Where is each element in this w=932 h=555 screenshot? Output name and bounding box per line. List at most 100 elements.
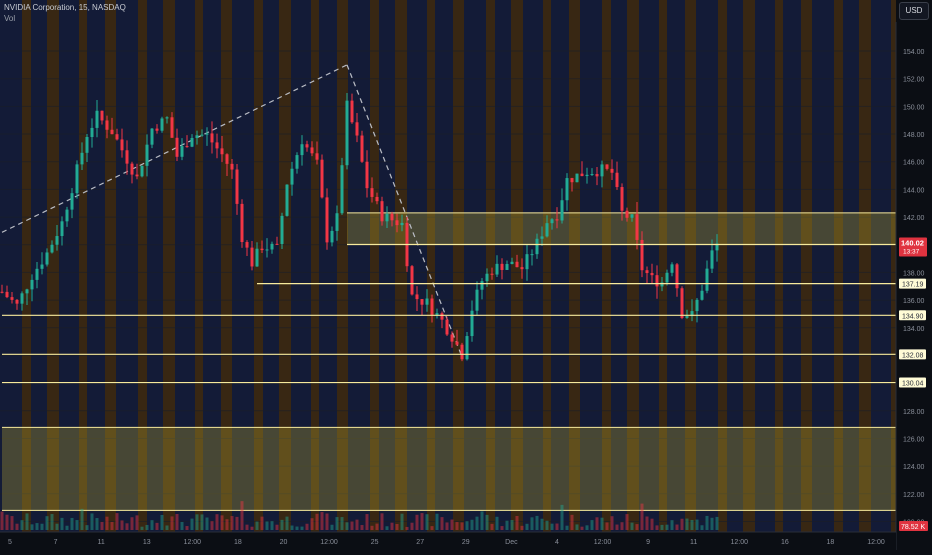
candle-body[interactable] <box>365 161 369 189</box>
candle-body[interactable] <box>155 128 159 131</box>
candle-body[interactable] <box>430 298 434 315</box>
candle-body[interactable] <box>330 230 334 243</box>
candle-body[interactable] <box>35 268 39 280</box>
candle-body[interactable] <box>465 336 469 360</box>
candle-body[interactable] <box>495 263 499 275</box>
candle-body[interactable] <box>150 128 154 145</box>
candle-body[interactable] <box>125 150 129 164</box>
candle-body[interactable] <box>310 147 314 154</box>
candle-body[interactable] <box>585 174 589 177</box>
candle-body[interactable] <box>170 117 174 138</box>
candle-body[interactable] <box>250 247 254 267</box>
candle-body[interactable] <box>175 137 179 157</box>
candle-body[interactable] <box>15 299 19 304</box>
candle-body[interactable] <box>135 174 139 177</box>
candle-body[interactable] <box>100 110 104 121</box>
candle-body[interactable] <box>475 289 479 311</box>
candle-body[interactable] <box>605 164 609 169</box>
candle-body[interactable] <box>470 310 474 337</box>
candle-body[interactable] <box>280 215 284 244</box>
candle-body[interactable] <box>65 209 69 222</box>
candle-body[interactable] <box>690 311 694 317</box>
candle-body[interactable] <box>640 239 644 271</box>
candle-body[interactable] <box>440 313 444 320</box>
candle-body[interactable] <box>645 270 649 274</box>
candle-body[interactable] <box>300 144 304 156</box>
candle-body[interactable] <box>205 133 209 135</box>
candle-body[interactable] <box>370 188 374 197</box>
candle-body[interactable] <box>660 282 664 287</box>
candle-body[interactable] <box>340 165 344 214</box>
candle-body[interactable] <box>265 249 269 251</box>
candle-body[interactable] <box>20 293 24 304</box>
candle-body[interactable] <box>510 261 514 265</box>
candle-body[interactable] <box>395 220 399 226</box>
candle-body[interactable] <box>445 319 449 335</box>
candle-body[interactable] <box>615 172 619 188</box>
candle-body[interactable] <box>435 313 439 315</box>
candle-body[interactable] <box>320 159 324 198</box>
candle-body[interactable] <box>710 250 714 269</box>
candle-body[interactable] <box>485 273 489 282</box>
candle-body[interactable] <box>180 146 184 157</box>
candle-body[interactable] <box>40 264 44 269</box>
last-price-tag[interactable] <box>899 237 927 257</box>
candle-body[interactable] <box>575 173 579 183</box>
candle-body[interactable] <box>570 178 574 183</box>
candle-body[interactable] <box>620 187 624 211</box>
candle-body[interactable] <box>260 248 264 251</box>
candle-body[interactable] <box>650 273 654 276</box>
candle-body[interactable] <box>525 254 529 270</box>
candle-body[interactable] <box>670 264 674 273</box>
candle-body[interactable] <box>240 203 244 243</box>
candle-body[interactable] <box>500 263 504 270</box>
candle-body[interactable] <box>200 134 204 136</box>
candle-body[interactable] <box>450 334 454 342</box>
candle-body[interactable] <box>535 238 539 255</box>
candle-body[interactable] <box>50 244 54 253</box>
candle-body[interactable] <box>315 153 319 160</box>
candle-body[interactable] <box>515 261 519 268</box>
candle-body[interactable] <box>600 164 604 177</box>
candle-body[interactable] <box>580 173 584 177</box>
candle-body[interactable] <box>635 214 639 240</box>
volume-indicator-label[interactable]: Vol <box>4 14 16 23</box>
candle-body[interactable] <box>675 264 679 289</box>
candle-body[interactable] <box>85 136 89 153</box>
candle-body[interactable] <box>380 201 384 222</box>
candle-body[interactable] <box>285 184 289 216</box>
candle-body[interactable] <box>610 168 614 173</box>
candle-body[interactable] <box>220 148 224 155</box>
candle-body[interactable] <box>295 155 299 169</box>
currency-button[interactable]: USD <box>899 2 929 20</box>
candle-body[interactable] <box>595 174 599 177</box>
symbol-title[interactable]: NVIDIA Corporation, 15, NASDAQ <box>4 3 126 12</box>
candle-body[interactable] <box>190 137 194 147</box>
candle-body[interactable] <box>565 178 569 201</box>
candle-body[interactable] <box>185 146 189 148</box>
candle-body[interactable] <box>390 213 394 221</box>
candle-body[interactable] <box>290 168 294 185</box>
candle-body[interactable] <box>270 243 274 250</box>
candle-body[interactable] <box>245 242 249 248</box>
price-zone[interactable] <box>2 427 896 511</box>
candle-body[interactable] <box>415 294 419 300</box>
candle-body[interactable] <box>140 165 144 177</box>
candle-body[interactable] <box>10 297 14 300</box>
candle-body[interactable] <box>345 100 349 166</box>
candle-body[interactable] <box>540 236 544 239</box>
candle-body[interactable] <box>705 268 709 291</box>
candle-body[interactable] <box>70 193 74 210</box>
candle-body[interactable] <box>625 210 629 218</box>
candle-body[interactable] <box>160 118 164 131</box>
candle-body[interactable] <box>210 133 214 143</box>
candle-body[interactable] <box>5 291 9 298</box>
candle-body[interactable] <box>455 341 459 345</box>
candle-body[interactable] <box>400 222 404 226</box>
candle-body[interactable] <box>700 290 704 300</box>
candle-body[interactable] <box>195 135 199 138</box>
candle-body[interactable] <box>80 152 84 165</box>
candle-body[interactable] <box>45 252 49 265</box>
